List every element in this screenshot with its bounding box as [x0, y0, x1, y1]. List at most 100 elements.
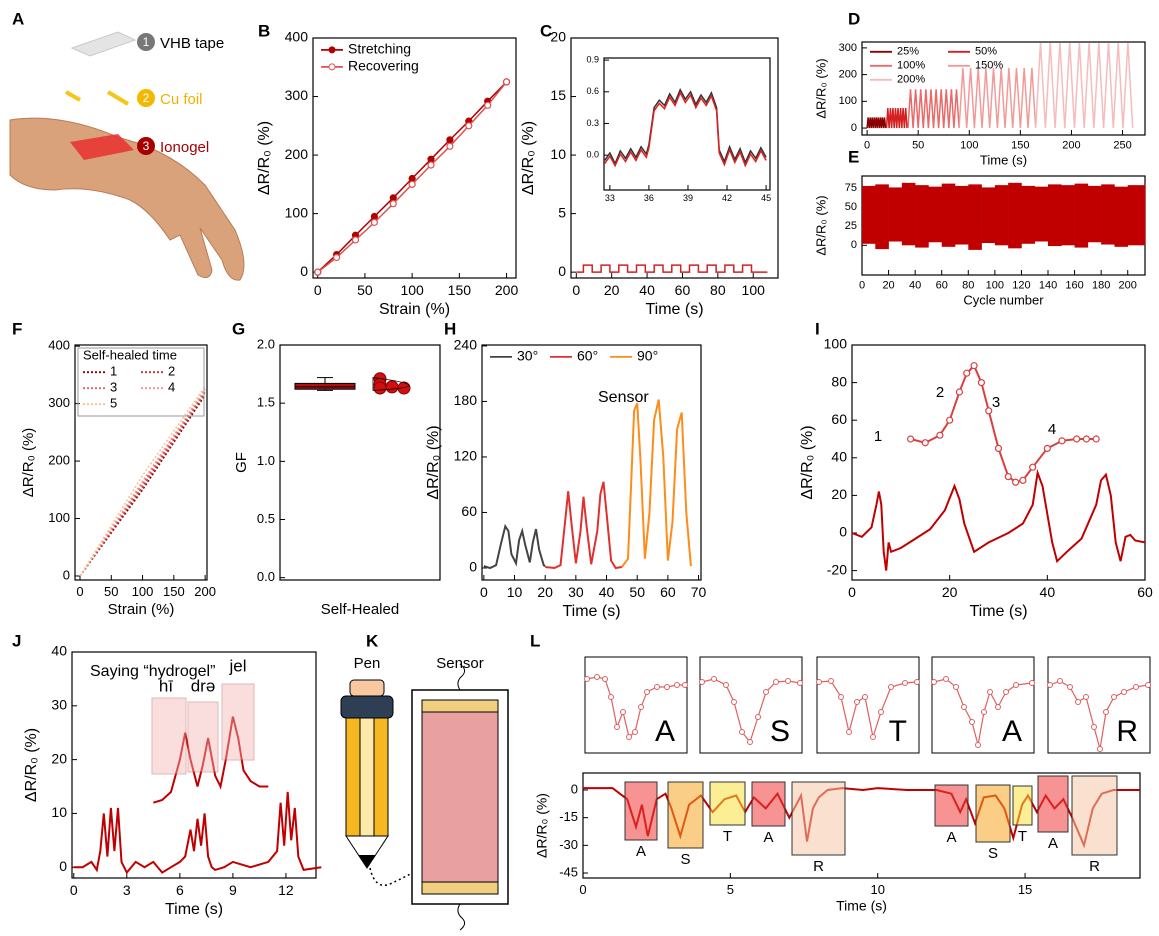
inset-marker: [1058, 679, 1063, 684]
y-tick-label: 0.0: [257, 569, 275, 584]
letter-box: [668, 782, 703, 848]
y-tick-label: 0: [571, 781, 578, 796]
pencil-eraser: [350, 680, 384, 696]
panel-k-illustration: K Pen Sensor: [341, 631, 508, 930]
y-tick-label: 400: [48, 338, 70, 353]
band-segment: [915, 185, 929, 247]
x-tick-label: 10: [870, 882, 884, 897]
panel-label: G: [232, 319, 245, 338]
y-axis-label: ΔR/R₀ (%): [534, 793, 550, 858]
y-tick-label: 80: [831, 373, 847, 389]
y-tick-label: 100: [839, 95, 857, 107]
x-tick-label: 20: [882, 279, 894, 291]
inset-marker: [889, 685, 894, 690]
y-tick-label: 100: [824, 336, 848, 352]
band-segment: [995, 185, 1009, 245]
legend-label: 2: [168, 364, 175, 379]
pencil-stripe: [360, 718, 374, 836]
marker: [937, 432, 943, 438]
plot-frame: [604, 58, 770, 190]
y-tick-label: 200: [285, 146, 309, 162]
point: [374, 382, 386, 394]
inset-marker: [675, 683, 680, 688]
marker: [978, 380, 984, 386]
y-tick-label: 20: [550, 29, 566, 45]
pencil-lead: [358, 855, 376, 868]
x-tick-label: 150: [163, 584, 185, 599]
letter-box: [625, 782, 657, 840]
annotation: 1: [874, 428, 882, 445]
highlight-box: [188, 702, 218, 772]
letter-label: S: [988, 845, 998, 862]
y-tick-label: 60: [831, 411, 847, 427]
x-tick-label: 0: [579, 882, 586, 897]
sensor-electrode: [422, 882, 498, 894]
letter-box: [1072, 776, 1117, 855]
sensor-gel: [422, 700, 498, 894]
y-tick-label: 10: [550, 146, 566, 162]
y-tick-label: 240: [454, 337, 478, 353]
x-axis-label: Time (s): [562, 603, 620, 620]
inset-marker: [954, 685, 959, 690]
x-tick-label: 100: [742, 282, 766, 298]
y-tick-label: -30: [559, 837, 578, 852]
inset-marker: [1076, 700, 1081, 705]
panel-label: D: [848, 9, 860, 28]
inset-marker: [932, 680, 937, 685]
marker: [1013, 479, 1019, 485]
y-tick-label: 30: [51, 697, 67, 713]
y-tick-label: 180: [454, 392, 478, 408]
letter-box: [1038, 776, 1068, 832]
inset-marker: [871, 735, 876, 740]
marker: [956, 389, 962, 395]
y-tick-label: 300: [839, 42, 857, 54]
legend-label: 50%: [975, 46, 997, 58]
y-tick-label: 0: [839, 524, 847, 540]
y-axis-label: ΔR/R₀ (%): [20, 428, 37, 498]
legend-label: 150%: [975, 60, 1003, 72]
x-tick-label: 100: [960, 139, 978, 151]
x-tick-label: 0: [480, 584, 488, 600]
x-tick-label: 50: [912, 139, 924, 151]
panel-a-illustration: A 1 2 3 VHB tape Cu foil Ionogel: [10, 9, 244, 280]
inset-marker: [1092, 725, 1097, 730]
legend-label: 100%: [897, 60, 925, 72]
x-tick-label: 150: [1011, 139, 1029, 151]
x-tick-label: 200: [1119, 279, 1137, 291]
x-tick-label: 200: [1062, 139, 1080, 151]
x-tick-label: 0: [864, 139, 870, 151]
x-tick-label: 0: [76, 584, 83, 599]
item-number: 1: [143, 35, 150, 49]
x-tick-label: 120: [1012, 279, 1030, 291]
inset-marker: [609, 695, 614, 700]
item-number: 3: [143, 139, 150, 153]
legend-label: Recovering: [348, 58, 419, 74]
y-tick-label: 0.0: [586, 150, 599, 160]
marker: [504, 79, 510, 85]
letter-box: [976, 785, 1010, 842]
letter-label: A: [1048, 835, 1058, 852]
x-tick-label: 0: [859, 279, 865, 291]
y-axis-label: ΔR/R₀ (%): [425, 425, 442, 499]
y-tick-label: -15: [559, 809, 578, 824]
inset-marker: [756, 715, 761, 720]
y-tick-label: 0.5: [257, 511, 275, 526]
band-segment: [1088, 186, 1102, 242]
sensor-label: Sensor: [436, 655, 484, 672]
band-segment: [1101, 184, 1115, 244]
x-tick-label: 40: [599, 584, 615, 600]
x-tick-label: 36: [644, 193, 654, 203]
letter-label: A: [946, 829, 956, 846]
band-segment: [955, 186, 969, 245]
marker: [390, 201, 396, 207]
inset-letter: A: [1002, 715, 1022, 748]
legend-label: 5: [110, 396, 117, 411]
x-tick-label: 0: [848, 584, 856, 600]
inset-marker: [879, 710, 884, 715]
legend-label: 1: [110, 364, 117, 379]
marker: [409, 181, 415, 187]
inset-marker: [615, 725, 620, 730]
highlight-box: [152, 698, 186, 774]
panel-label: B: [258, 21, 270, 40]
